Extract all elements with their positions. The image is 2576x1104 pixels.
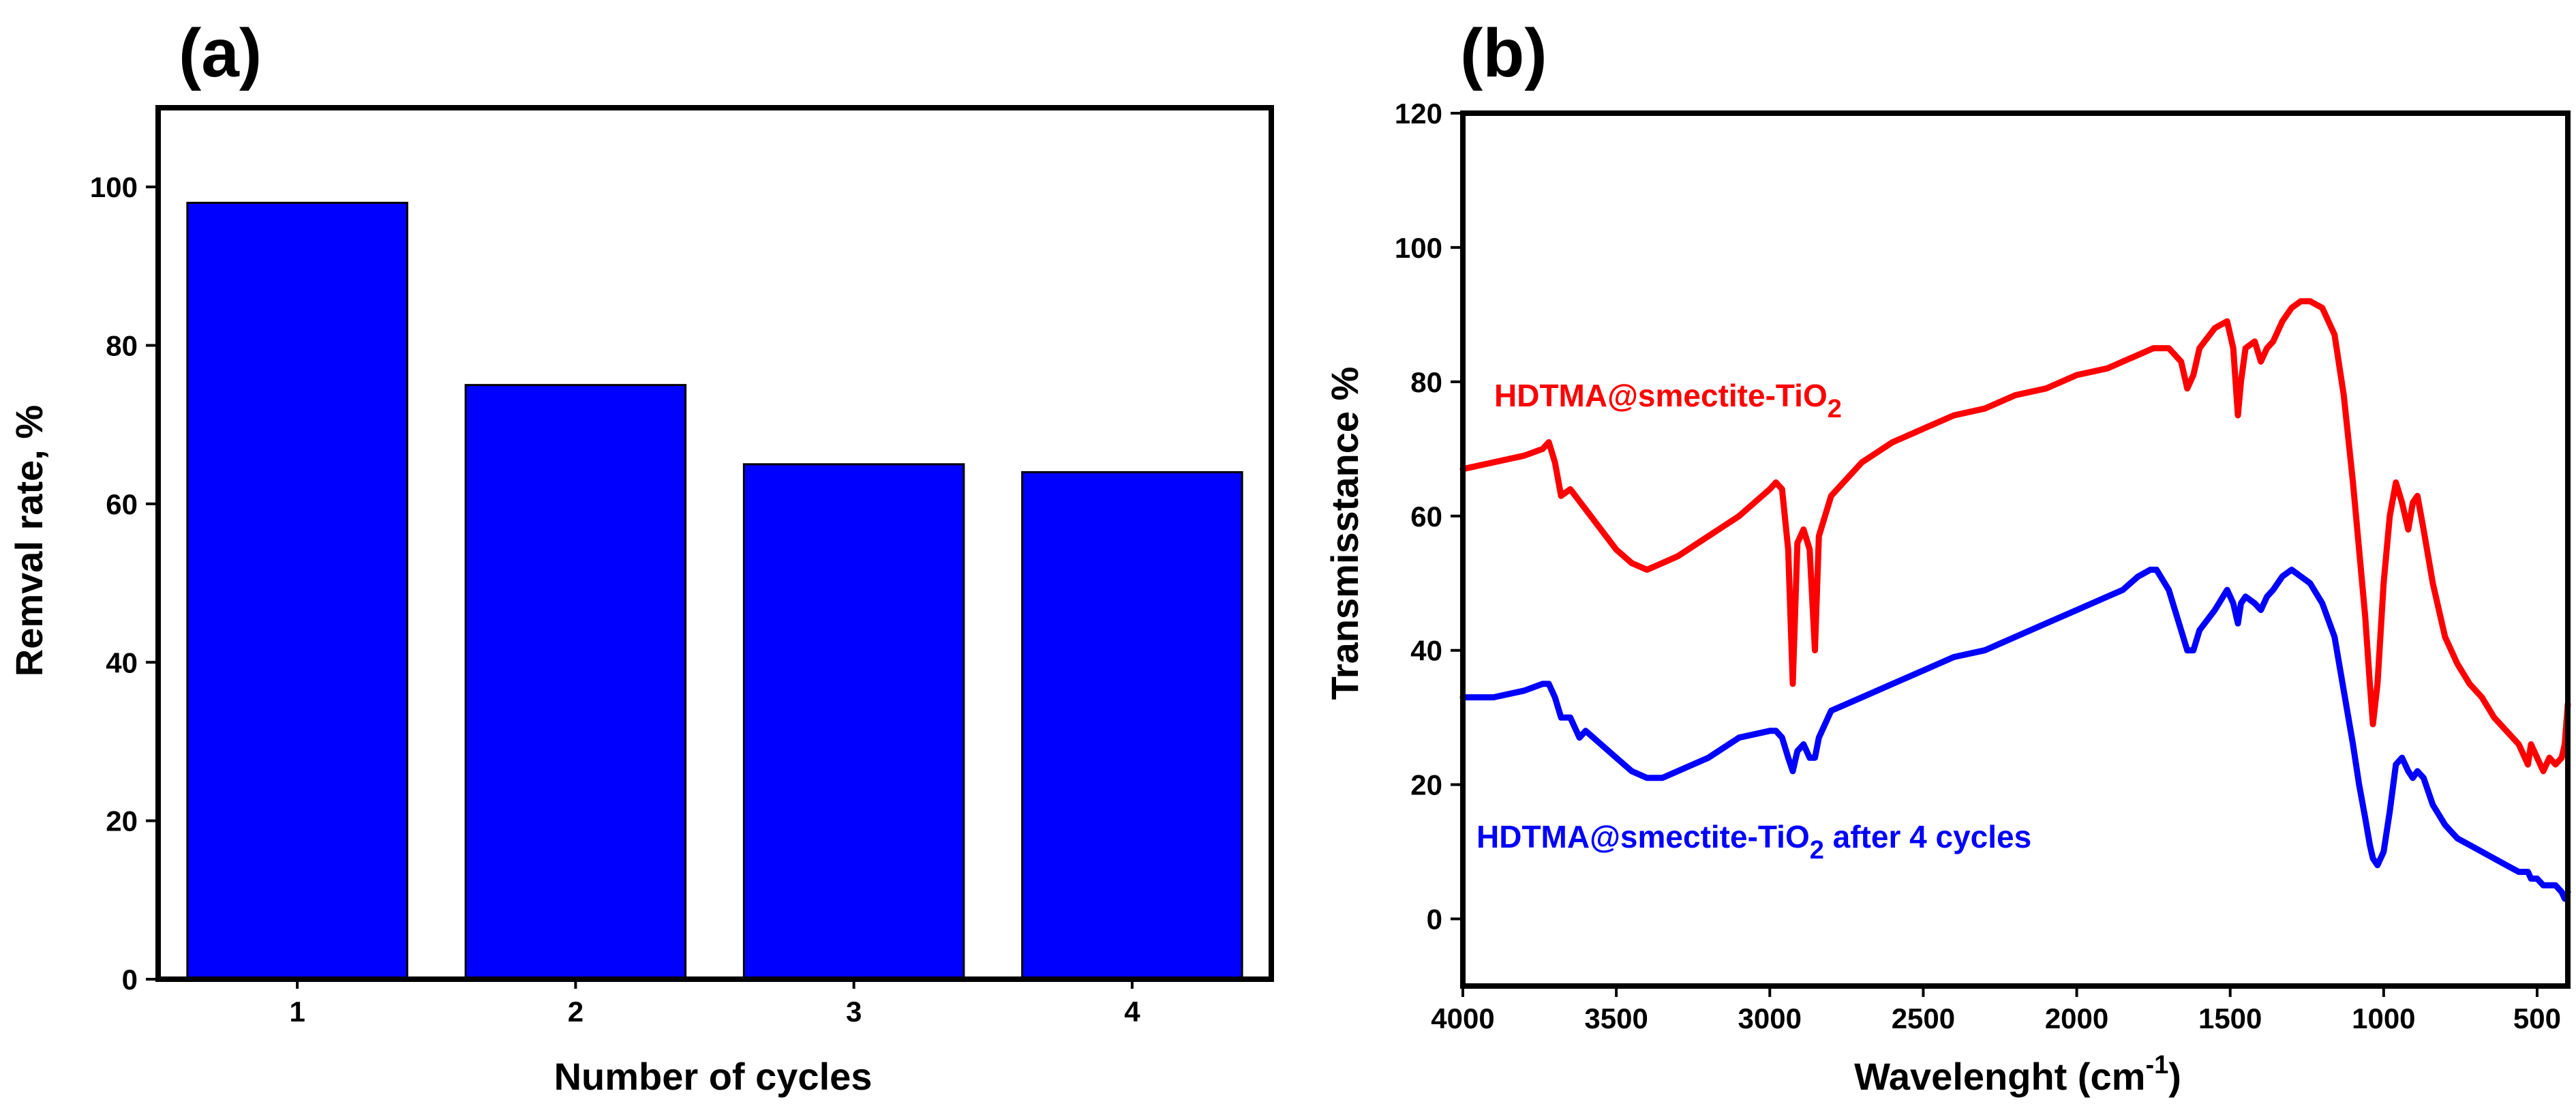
x-axis-title-a: Number of cycles	[554, 1055, 873, 1098]
series-label-red-sub: 2	[1828, 395, 1842, 423]
y-tick-label-a: 40	[106, 646, 138, 678]
plot-frame-b	[1460, 110, 2571, 989]
bar-cycle-4	[1021, 471, 1243, 981]
spectrum-line-red	[1459, 298, 2571, 775]
y-tick-label-a: 20	[106, 805, 138, 837]
bar-cycle-1	[186, 201, 408, 981]
y-tick-label-b: 20	[1410, 769, 1442, 801]
y-tick-label-a: 0	[122, 964, 138, 996]
x-axis-title-b: Wavelenght (cm-1)	[1854, 1051, 2181, 1098]
spectra	[1459, 298, 2571, 902]
x-axis-title-b-close: )	[2168, 1055, 2181, 1098]
bar-series	[186, 201, 1243, 981]
x-axis-title-b-main: Wavelenght (cm	[1854, 1055, 2145, 1098]
series-label-blue-main: HDTMA@smectite-TiO	[1476, 819, 1810, 854]
panel-a-label: (a)	[179, 15, 262, 91]
y-tick-label-b: 100	[1395, 232, 1442, 264]
x-tick-label-b: 2500	[1892, 1002, 1955, 1034]
series-label-blue-suffix: after 4 cycles	[1824, 819, 2031, 854]
x-tick-label-b: 3000	[1738, 1002, 1802, 1034]
x-tick-label-b: 1000	[2352, 1002, 2415, 1034]
series-label-red-main: HDTMA@smectite-TiO	[1494, 378, 1828, 413]
x-tick-label-b: 500	[2513, 1002, 2561, 1034]
y-tick-label-b: 40	[1410, 635, 1442, 667]
x-tick-label-b: 4000	[1431, 1002, 1494, 1034]
y-tick-label-b: 0	[1427, 904, 1442, 936]
x-tick-label-a: 4	[1124, 996, 1140, 1028]
series-label-red: HDTMA@smectite-TiO2	[1494, 378, 1842, 423]
y-axis-title-b: Transmisstance %	[1323, 367, 1366, 700]
y-tick-label-a: 100	[90, 171, 138, 203]
y-tick-label-b: 60	[1410, 501, 1442, 533]
series-label-blue: HDTMA@smectite-TiO2 after 4 cycles	[1476, 819, 2031, 865]
x-tick-label-b: 3500	[1584, 1002, 1648, 1034]
y-tick-label-b: 80	[1410, 366, 1442, 398]
x-tick-label-a: 3	[846, 996, 862, 1028]
panel-b-label: (b)	[1460, 15, 1547, 91]
spectrum-line-blue	[1459, 567, 2571, 902]
y-tick-label-a: 60	[106, 488, 138, 520]
x-tick-label-b: 2000	[2045, 1002, 2108, 1034]
x-tick-label-a: 1	[289, 996, 305, 1028]
x-tick-label-a: 2	[568, 996, 584, 1028]
y-axis-title-a: Remval rate, %	[7, 405, 50, 676]
series-label-blue-sub: 2	[1810, 836, 1824, 865]
x-tick-label-b: 1500	[2198, 1002, 2262, 1034]
bar-cycle-3	[742, 463, 965, 981]
plot-frame-a	[155, 105, 1274, 982]
x-axis-title-b-sup: -1	[2145, 1051, 2168, 1079]
y-tick-label-b: 120	[1395, 98, 1442, 130]
y-tick-label-a: 80	[106, 330, 138, 362]
bar-cycle-2	[464, 384, 687, 981]
